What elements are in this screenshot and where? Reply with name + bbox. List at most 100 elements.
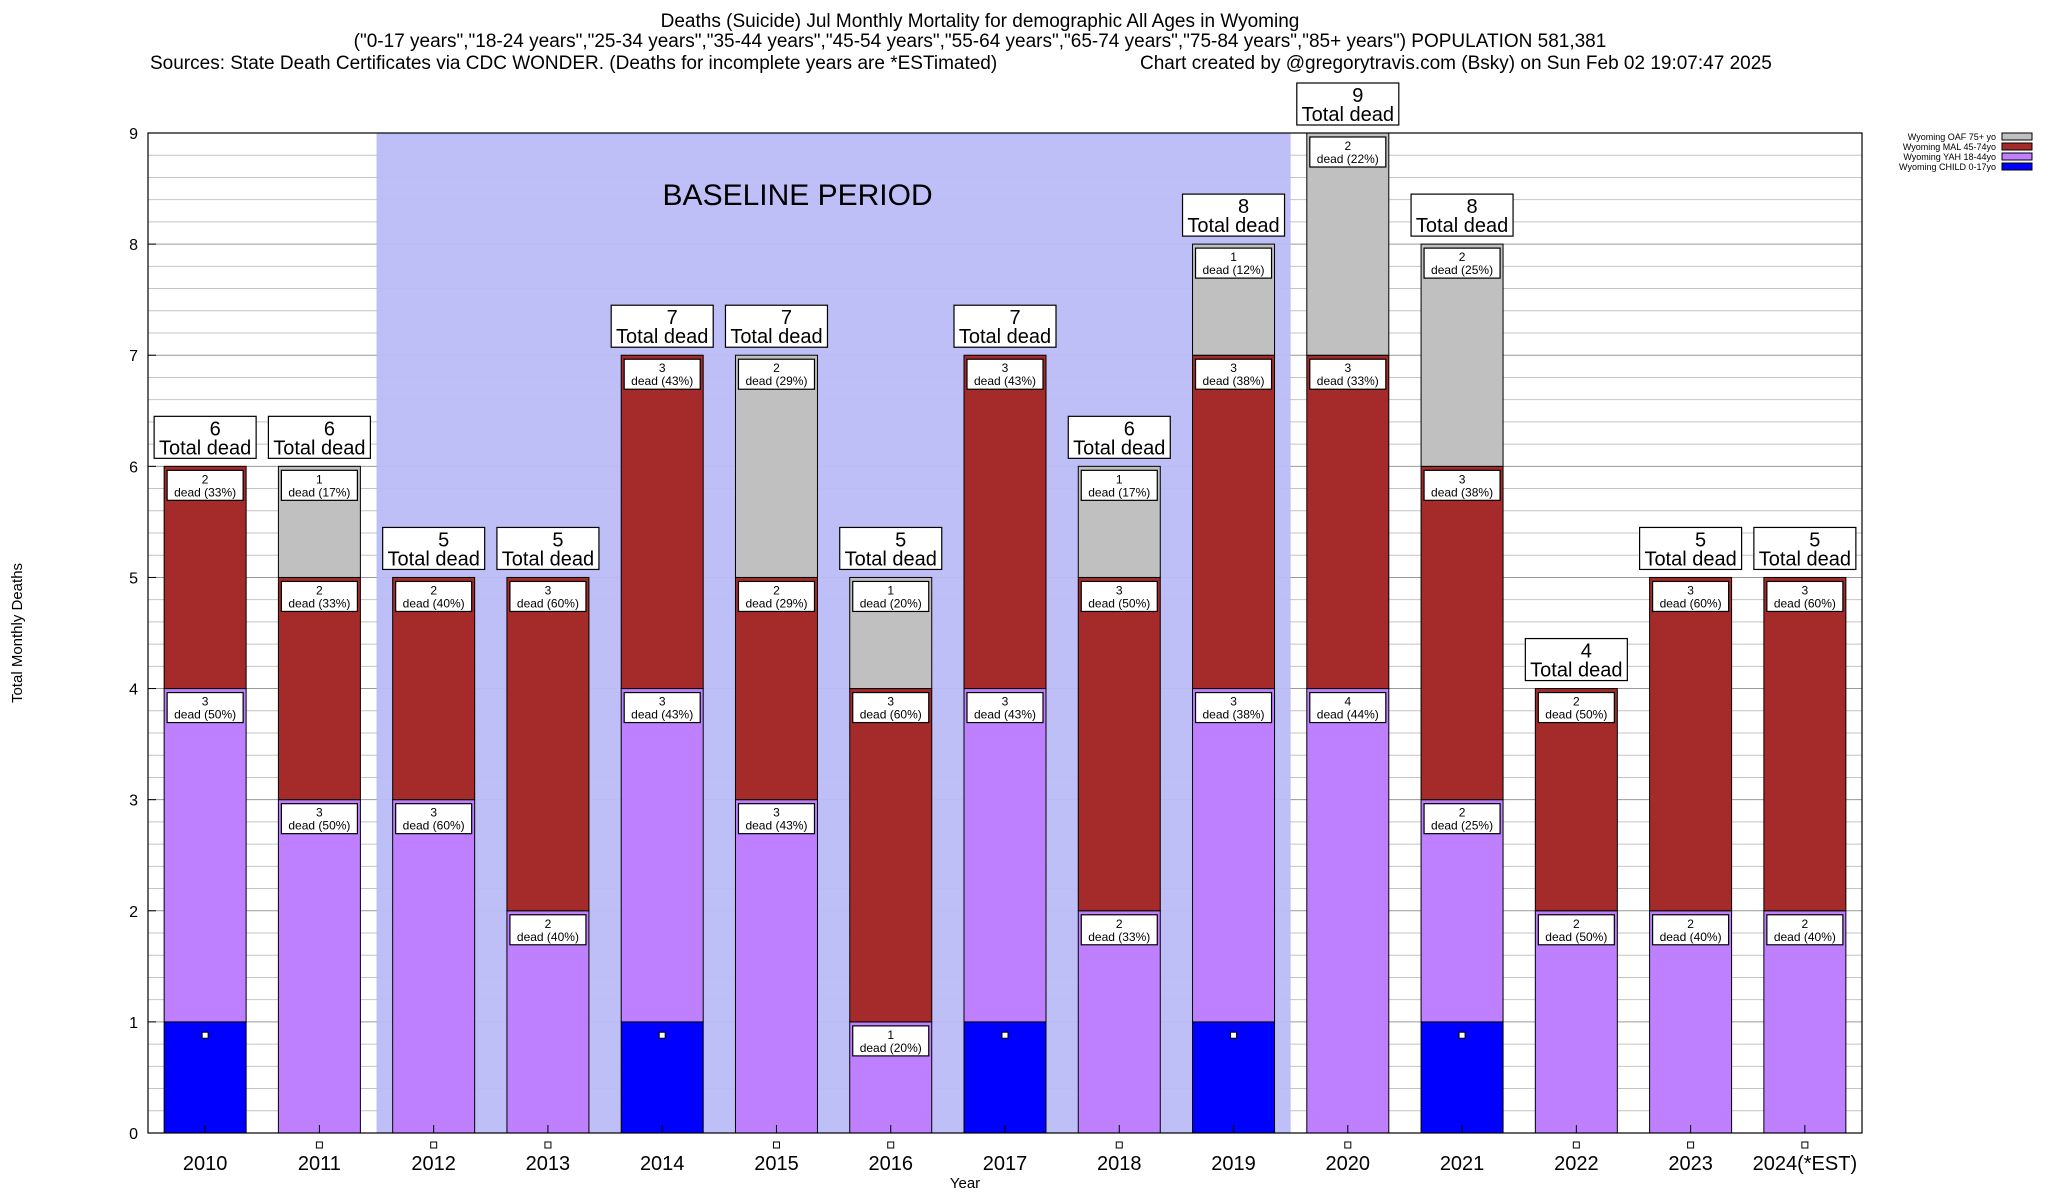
bar-marker xyxy=(1344,1141,1352,1149)
segment-label-box xyxy=(1080,469,1158,501)
segment-label-box xyxy=(1080,914,1158,946)
segment-label-percent: dead (43%) xyxy=(631,708,693,722)
segment-label-box xyxy=(280,469,358,501)
segment-label-count: 1 xyxy=(887,583,894,597)
total-box xyxy=(1524,637,1628,682)
y-tick-label: 0 xyxy=(129,1126,138,1143)
total-box xyxy=(1753,526,1857,571)
total-box xyxy=(1181,193,1286,237)
total-box xyxy=(724,304,829,348)
segment-label-box xyxy=(737,803,816,835)
segment-label-box xyxy=(1766,914,1844,946)
segment-label-count: 2 xyxy=(1344,139,1351,153)
bar-marker xyxy=(772,1141,780,1149)
segment-label-count: 3 xyxy=(545,583,552,597)
segment-label-box xyxy=(1423,247,1501,279)
bar-segment xyxy=(1420,243,1504,467)
bar-segment xyxy=(963,354,1047,690)
segment-label-count: 3 xyxy=(202,695,209,709)
bar-segment xyxy=(1306,354,1390,690)
segment-label-box xyxy=(623,358,701,390)
x-tick-label: 2016 xyxy=(868,1153,913,1175)
bar-segment xyxy=(1306,688,1390,1134)
total-box xyxy=(382,526,486,571)
segment-label-percent: dead (40%) xyxy=(1660,930,1722,944)
segment-label-box xyxy=(1080,580,1158,613)
segment-label-percent: dead (60%) xyxy=(1774,596,1836,610)
bar-segment xyxy=(1420,465,1504,801)
total-box xyxy=(1410,193,1514,237)
legend-swatch xyxy=(2001,162,2033,171)
x-tick-label: 2020 xyxy=(1326,1153,1371,1175)
segment-label-count: 3 xyxy=(659,361,666,375)
total-label: Total dead xyxy=(1302,104,1394,126)
total-count: 8 xyxy=(1238,196,1249,218)
bar-marker xyxy=(887,1141,895,1149)
total-count: 6 xyxy=(324,418,335,440)
segment-label-count: 2 xyxy=(1459,250,1466,264)
bar-marker xyxy=(201,1031,209,1039)
segment-label-percent: dead (20%) xyxy=(860,596,922,610)
segment-label-count: 3 xyxy=(773,806,780,820)
segment-label-box xyxy=(166,691,244,724)
legend-swatch xyxy=(2001,132,2033,141)
segment-label-percent: dead (38%) xyxy=(1203,708,1265,722)
segment-label-count: 3 xyxy=(887,695,894,709)
segment-label-count: 2 xyxy=(202,472,209,486)
segment-label-percent: dead (33%) xyxy=(174,485,236,499)
segment-label-percent: dead (40%) xyxy=(1774,930,1836,944)
bar-segment xyxy=(734,354,818,578)
segment-label-count: 2 xyxy=(1459,806,1466,820)
bar-segment xyxy=(1649,576,1733,912)
segment-label-box xyxy=(1309,136,1387,168)
legend-label: Wyoming OAF 75+ yo xyxy=(1908,132,1996,142)
bar-segment xyxy=(963,1021,1047,1134)
total-label: Total dead xyxy=(1187,215,1279,237)
segment-label-count: 2 xyxy=(1116,917,1123,931)
bar-segment xyxy=(277,576,361,801)
segment-label-box xyxy=(1537,914,1615,946)
baseline-label: BASELINE PERIOD xyxy=(663,179,933,212)
total-box xyxy=(610,304,714,348)
segment-label-percent: dead (43%) xyxy=(974,374,1036,388)
axes: 0 1 2 3 4 5 6 7 8 9 2010 2011 2012 2013 2014 2015 2016 20… xyxy=(9,126,1857,1192)
segment-label-percent: dead (50%) xyxy=(1545,708,1607,722)
total-count: 5 xyxy=(1695,529,1706,551)
bar-marker xyxy=(1572,1141,1580,1149)
segment-label-box xyxy=(1651,914,1730,946)
bar-segment xyxy=(1420,799,1504,1023)
segment-label-count: 4 xyxy=(1344,695,1351,709)
segment-label-percent: dead (43%) xyxy=(974,708,1036,722)
segment-label-count: 2 xyxy=(773,583,780,597)
bar-marker xyxy=(1801,1141,1809,1149)
segment-label-percent: dead (33%) xyxy=(1317,374,1379,388)
x-tick-label: 2010 xyxy=(183,1153,228,1175)
bar-marker xyxy=(315,1141,323,1149)
segment-label-box xyxy=(280,803,358,835)
legend-label: Wyoming YAH 18-44yo xyxy=(1903,152,1996,162)
segment-label-percent: dead (40%) xyxy=(517,930,579,944)
segment-label-count: 3 xyxy=(1687,583,1694,597)
total-count: 7 xyxy=(667,307,678,329)
segment-label-box xyxy=(1651,580,1730,613)
total-box xyxy=(953,304,1057,348)
legend-swatch xyxy=(2001,152,2033,161)
bar-segment xyxy=(620,688,704,1023)
segment-label-percent: dead (17%) xyxy=(288,485,350,499)
y-tick-label: 7 xyxy=(129,348,138,365)
segment-label-box xyxy=(966,358,1044,390)
total-label: Total dead xyxy=(502,548,594,570)
segment-label-percent: dead (50%) xyxy=(288,819,350,833)
segment-label-percent: dead (29%) xyxy=(745,596,807,610)
total-count: 7 xyxy=(1009,307,1020,329)
segment-label-box xyxy=(1194,358,1273,390)
segment-label-percent: dead (44%) xyxy=(1317,708,1379,722)
segment-label-percent: dead (29%) xyxy=(745,374,807,388)
segment-label-count: 2 xyxy=(430,583,437,597)
bar-segment xyxy=(1306,132,1390,356)
bar-segment xyxy=(849,688,933,1023)
x-tick-label: 2014 xyxy=(640,1153,685,1175)
segment-label-count: 1 xyxy=(887,1028,894,1042)
segment-label-count: 2 xyxy=(316,583,323,597)
bar-segment xyxy=(163,1021,247,1134)
